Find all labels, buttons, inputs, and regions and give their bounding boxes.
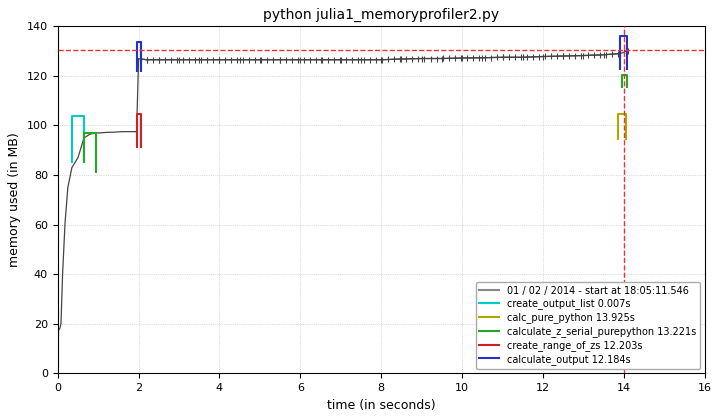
X-axis label: time (in seconds): time (in seconds) [327, 399, 436, 412]
Legend: 01 / 02 / 2014 - start at 18:05:11.546, create_output_list 0.007s, calc_pure_pyt: 01 / 02 / 2014 - start at 18:05:11.546, … [475, 282, 700, 368]
Y-axis label: memory used (in MB): memory used (in MB) [9, 132, 22, 267]
Title: python julia1_memoryprofiler2.py: python julia1_memoryprofiler2.py [263, 8, 499, 23]
